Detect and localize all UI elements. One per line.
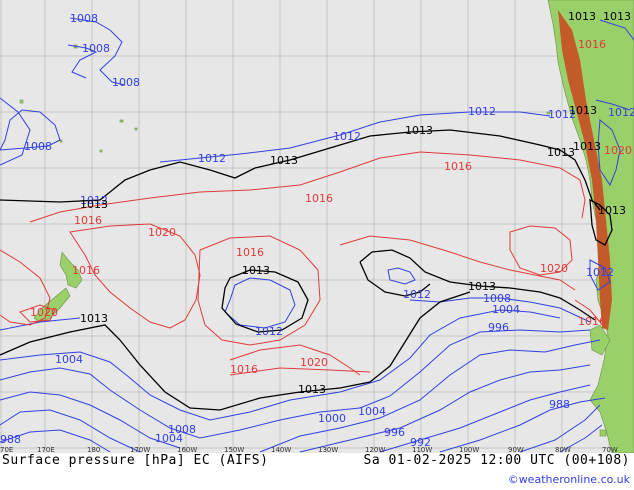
lon-tick: 140W (271, 446, 291, 454)
isobar-label: 1013 (242, 264, 270, 277)
isobar-label: 1016 (230, 363, 258, 376)
isobar-label: 1013 (405, 124, 433, 137)
isobar-label: 1013 (568, 10, 596, 23)
isobar-label: 1013 (603, 10, 631, 23)
isobar-label: 1008 (70, 12, 98, 25)
isobar-label: 996 (488, 321, 509, 334)
isobar-label: 1008 (483, 292, 511, 305)
isobar-label: 1012 (608, 106, 634, 119)
isobar-label: 1012 (548, 108, 576, 121)
isobar-label: 1016 (578, 315, 606, 328)
lon-tick: 120W (365, 446, 385, 454)
isobar-label: 1020 (148, 226, 176, 239)
isobar-label: 1013 (298, 383, 326, 396)
isobar-label: 1016 (444, 160, 472, 173)
lon-tick: 70W (602, 446, 618, 454)
lon-tick: 160W (177, 446, 197, 454)
isobar-label: 1008 (112, 76, 140, 89)
isobar-label: 1000 (318, 412, 346, 425)
longitude-ticks: 70E 170E 180 170W 160W 150W 140W 130W 12… (0, 446, 618, 454)
isobar-label: 1008 (82, 42, 110, 55)
isobar-label: 1012 (198, 152, 226, 165)
map-title: Surface pressure [hPa] EC (AIFS) (2, 453, 269, 468)
isobar-labels: 1008 1008 1008 1008 1012 1012 1012 1012 … (0, 10, 634, 449)
isobar-label: 1020 (30, 306, 58, 319)
isobar-label: 1013 (569, 104, 597, 117)
isobar-label: 1004 (492, 303, 520, 316)
new-zealand-north-island (59, 251, 83, 289)
red-isobars (0, 151, 601, 376)
black-1013-isobars (0, 129, 613, 411)
isobar-label: 988 (0, 433, 21, 446)
lon-tick: 170E (37, 446, 55, 454)
isobar-label: 1016 (578, 38, 606, 51)
isobar-label: 1012 (468, 105, 496, 118)
isobar-label: 1013 (573, 140, 601, 153)
lon-tick: 170W (130, 446, 150, 454)
credit-link[interactable]: ©weatheronline.co.uk (507, 473, 630, 486)
isobar-label: 1012 (586, 266, 614, 279)
isobar-label: 996 (384, 426, 405, 439)
isobar-label: 1004 (155, 432, 183, 445)
isobar-label: 1013 (270, 154, 298, 167)
isobar-label: 1013 (598, 204, 626, 217)
lon-tick: 90W (508, 446, 524, 454)
lon-tick: 100W (459, 446, 479, 454)
isobar-label: 1004 (358, 405, 386, 418)
isobar-label: 1008 (168, 423, 196, 436)
isobar-label: 1012 (255, 325, 283, 338)
isobar-label: 1013 (547, 146, 575, 159)
isobar-label: 1020 (540, 262, 568, 275)
lon-tick: 150W (224, 446, 244, 454)
isobar-label: 1016 (305, 192, 333, 205)
valid-time: Sa 01-02-2025 12:00 UTC (00+108) (363, 453, 630, 468)
isobar-label: 1012 (403, 288, 431, 301)
isobar-label: 1013 (80, 312, 108, 325)
isobar-label: 1013 (468, 280, 496, 293)
isobar-label: 1004 (55, 353, 83, 366)
map-footer: Surface pressure [hPa] EC (AIFS) Sa 01-0… (0, 453, 634, 490)
isobar-label: 992 (410, 436, 431, 449)
lon-tick: 180 (87, 446, 100, 454)
isobar-label: 1016 (236, 246, 264, 259)
lon-tick: 80W (555, 446, 571, 454)
isobar-label: 1016 (74, 214, 102, 227)
blue-isobars (0, 17, 634, 453)
pacific-islands (19, 44, 607, 437)
isobar-label: 1020 (300, 356, 328, 369)
isobar-label: 1013 (80, 198, 108, 211)
isobar-label: 1020 (604, 144, 632, 157)
isobar-label: 1008 (24, 140, 52, 153)
isobar-label: 1012 (333, 130, 361, 143)
lon-tick: 130W (318, 446, 338, 454)
isobar-label: 988 (549, 398, 570, 411)
isobar-label: 1012 (80, 194, 108, 207)
lon-tick: 70E (0, 446, 13, 454)
isobar-label: 1016 (72, 264, 100, 277)
lon-tick: 110W (412, 446, 432, 454)
andes-range (558, 10, 612, 330)
